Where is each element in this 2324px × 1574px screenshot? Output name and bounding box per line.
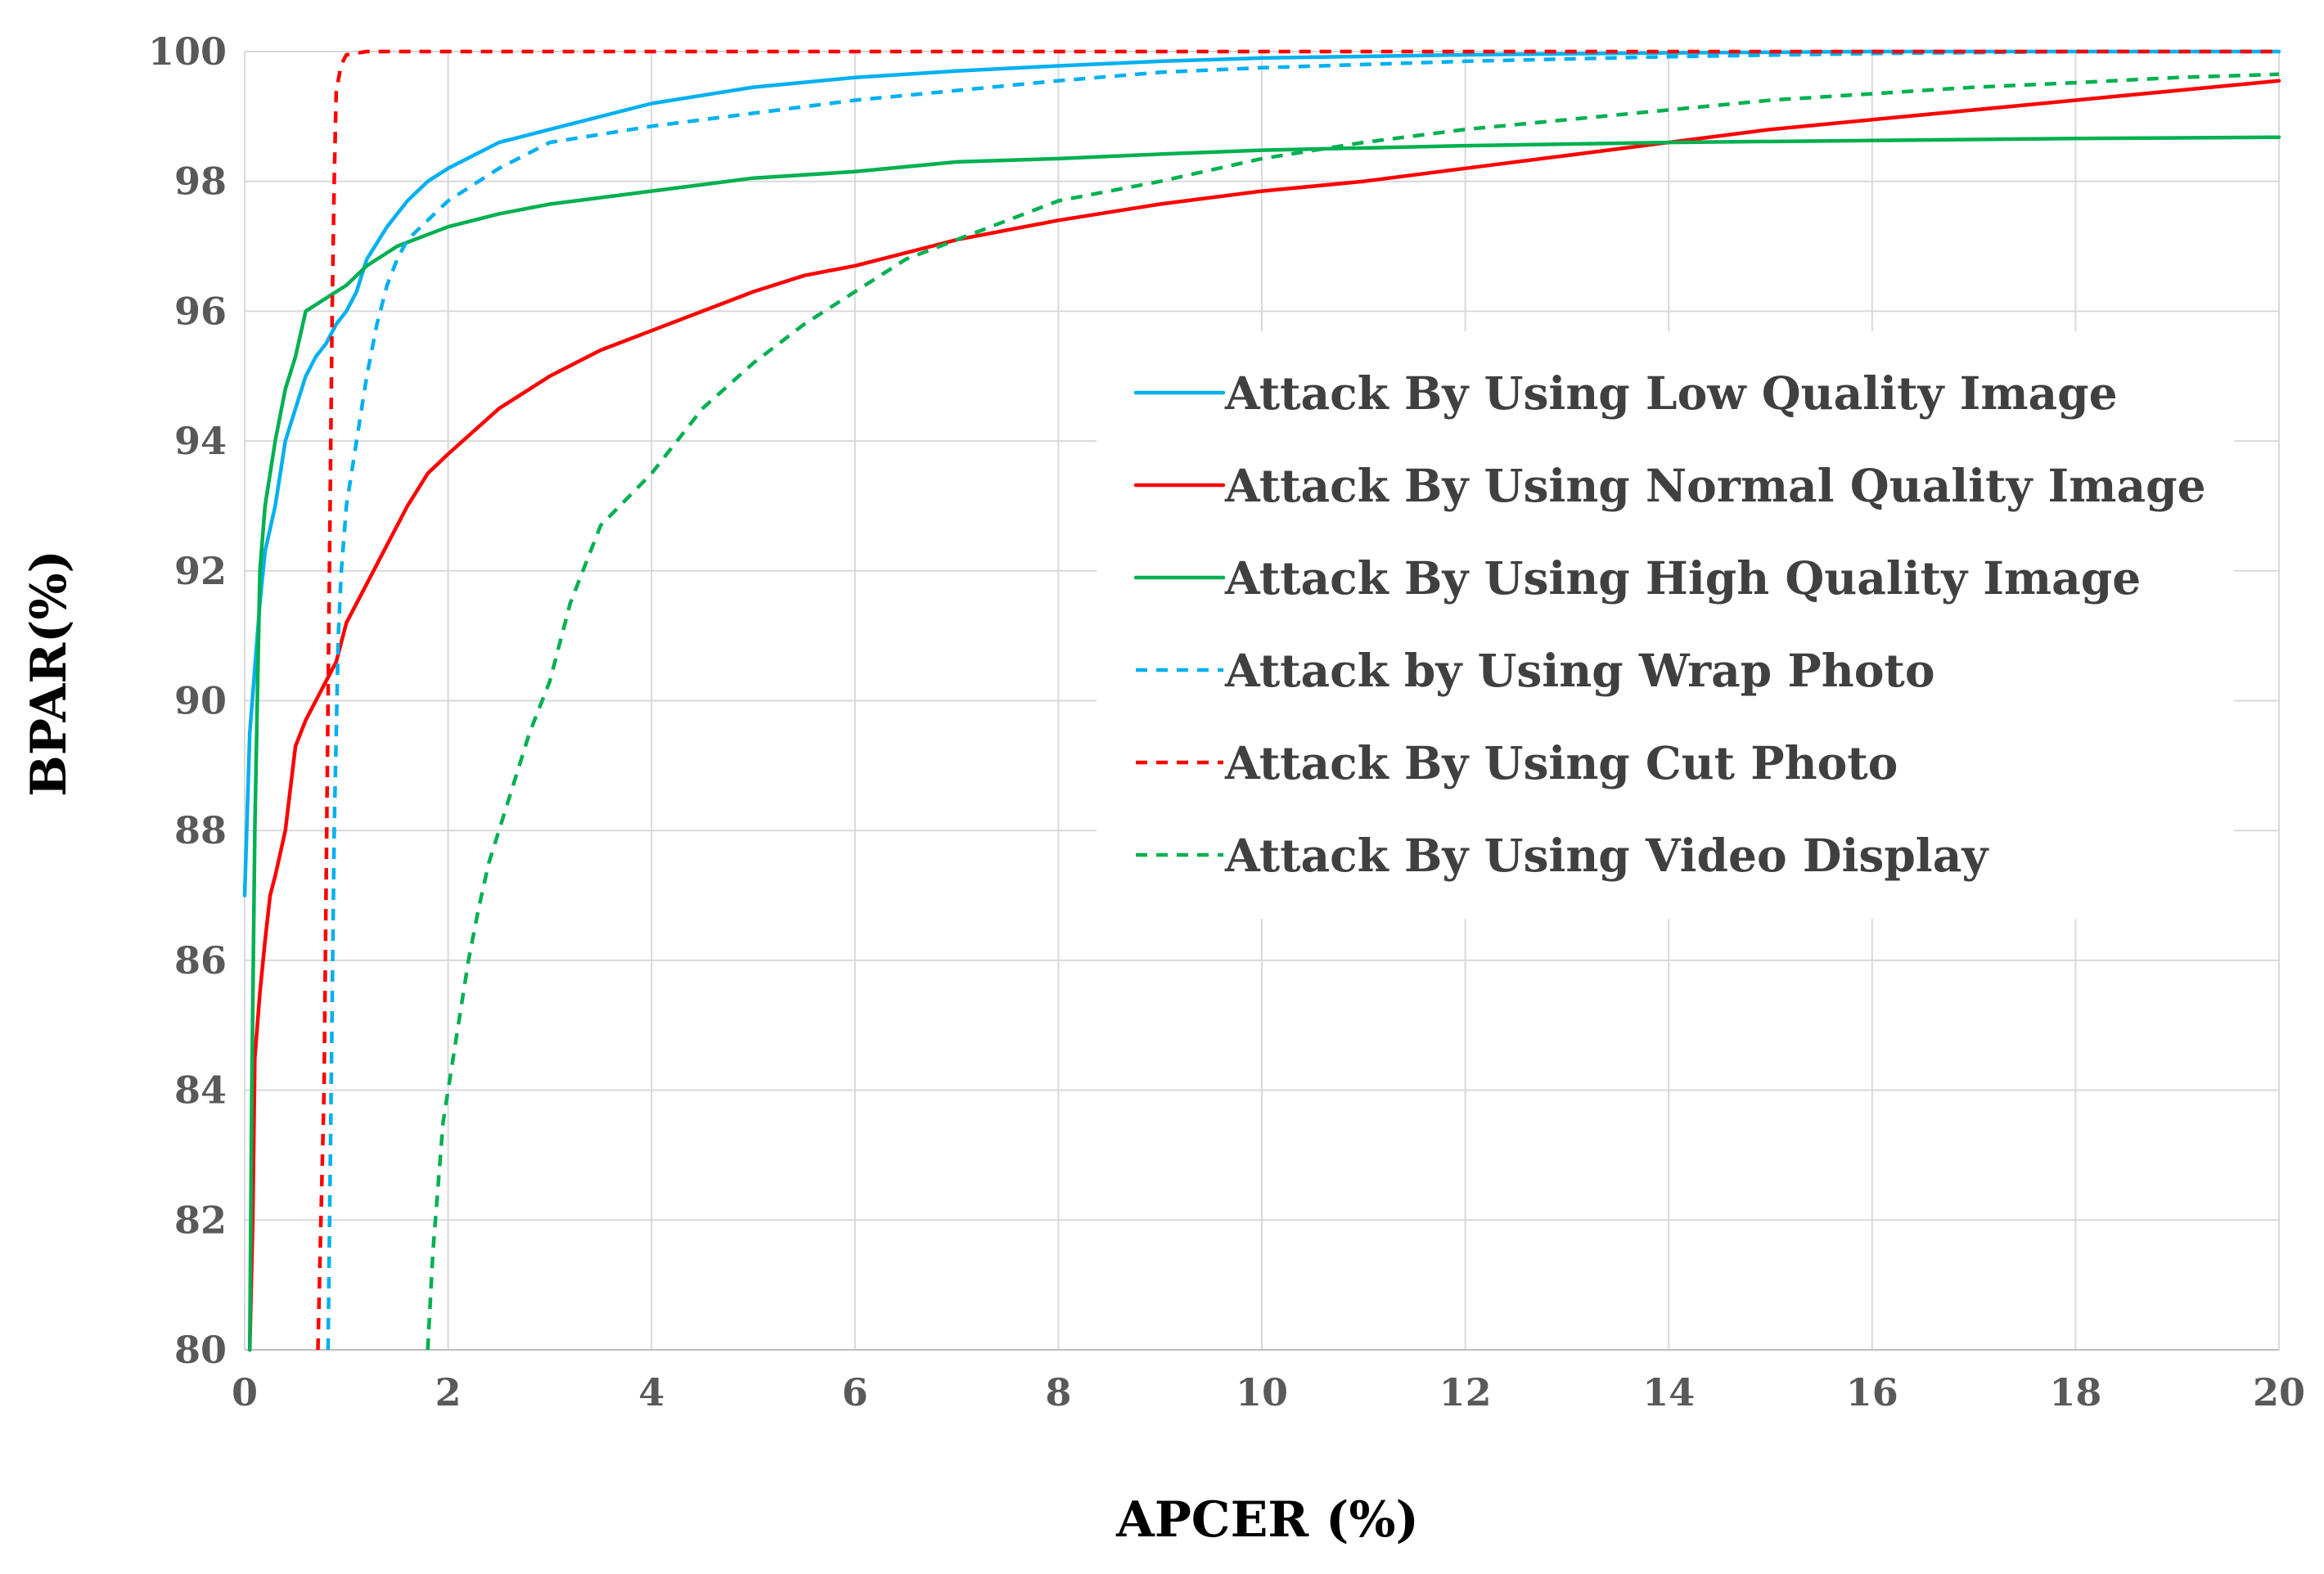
y-tick-label: 98 [174, 160, 227, 204]
legend-label-6: Attack By Using Video Display [1224, 829, 1989, 882]
x-tick-label: 18 [2049, 1370, 2101, 1414]
series-line-1 [242, 49, 2281, 897]
x-axis-title: APCER (%) [1115, 1491, 1419, 1549]
x-tick-label: 2 [435, 1370, 462, 1414]
legend-label-4: Attack by Using Wrap Photo [1224, 644, 1935, 697]
y-tick-label: 82 [174, 1198, 227, 1242]
y-tick-label: 86 [174, 938, 227, 983]
x-tick-label: 20 [2253, 1370, 2305, 1414]
legend-label-5: Attack By Using Cut Photo [1224, 736, 1898, 789]
y-tick-label: 90 [174, 679, 227, 723]
y-tick-label: 92 [174, 549, 227, 593]
x-tick-label: 14 [1642, 1370, 1695, 1414]
y-tick-label: 100 [148, 29, 227, 74]
y-tick-label: 96 [174, 289, 227, 333]
x-tick-label: 16 [1846, 1370, 1898, 1414]
y-tick-label: 88 [174, 808, 227, 852]
legend: Attack By Using Low Quality Image Attack … [1097, 331, 2234, 919]
y-tick-label: 80 [174, 1328, 227, 1372]
legend-box [1097, 331, 2234, 919]
x-tick-label: 0 [232, 1370, 258, 1414]
series-line-5 [316, 49, 2279, 1351]
y-tick-label: 94 [174, 419, 227, 463]
y-axis-title: BPAR(%) [20, 550, 78, 797]
x-tick-label: 12 [1439, 1370, 1492, 1414]
axes: 80 82 84 86 88 90 92 94 96 98 100 0 2 4 6 8 10 12 14 16 18 20 [148, 29, 2305, 1414]
y-tick-label: 84 [174, 1068, 227, 1113]
series-line-2 [247, 79, 2281, 1352]
legend-label-2: Attack By Using Normal Quality Image [1224, 459, 2206, 512]
x-tick-label: 10 [1236, 1370, 1288, 1414]
legend-label-1: Attack By Using Low Quality Image [1224, 367, 2118, 420]
series-line-3 [247, 135, 2281, 1352]
series-line-6 [426, 72, 2280, 1351]
series-line-4 [326, 49, 2279, 1351]
series-layer [242, 49, 2281, 1352]
x-tick-label: 6 [842, 1370, 868, 1414]
x-tick-label: 8 [1045, 1370, 1071, 1414]
legend-label-3: Attack By Using High Quality Image [1224, 551, 2141, 605]
x-tick-label: 4 [638, 1370, 664, 1414]
